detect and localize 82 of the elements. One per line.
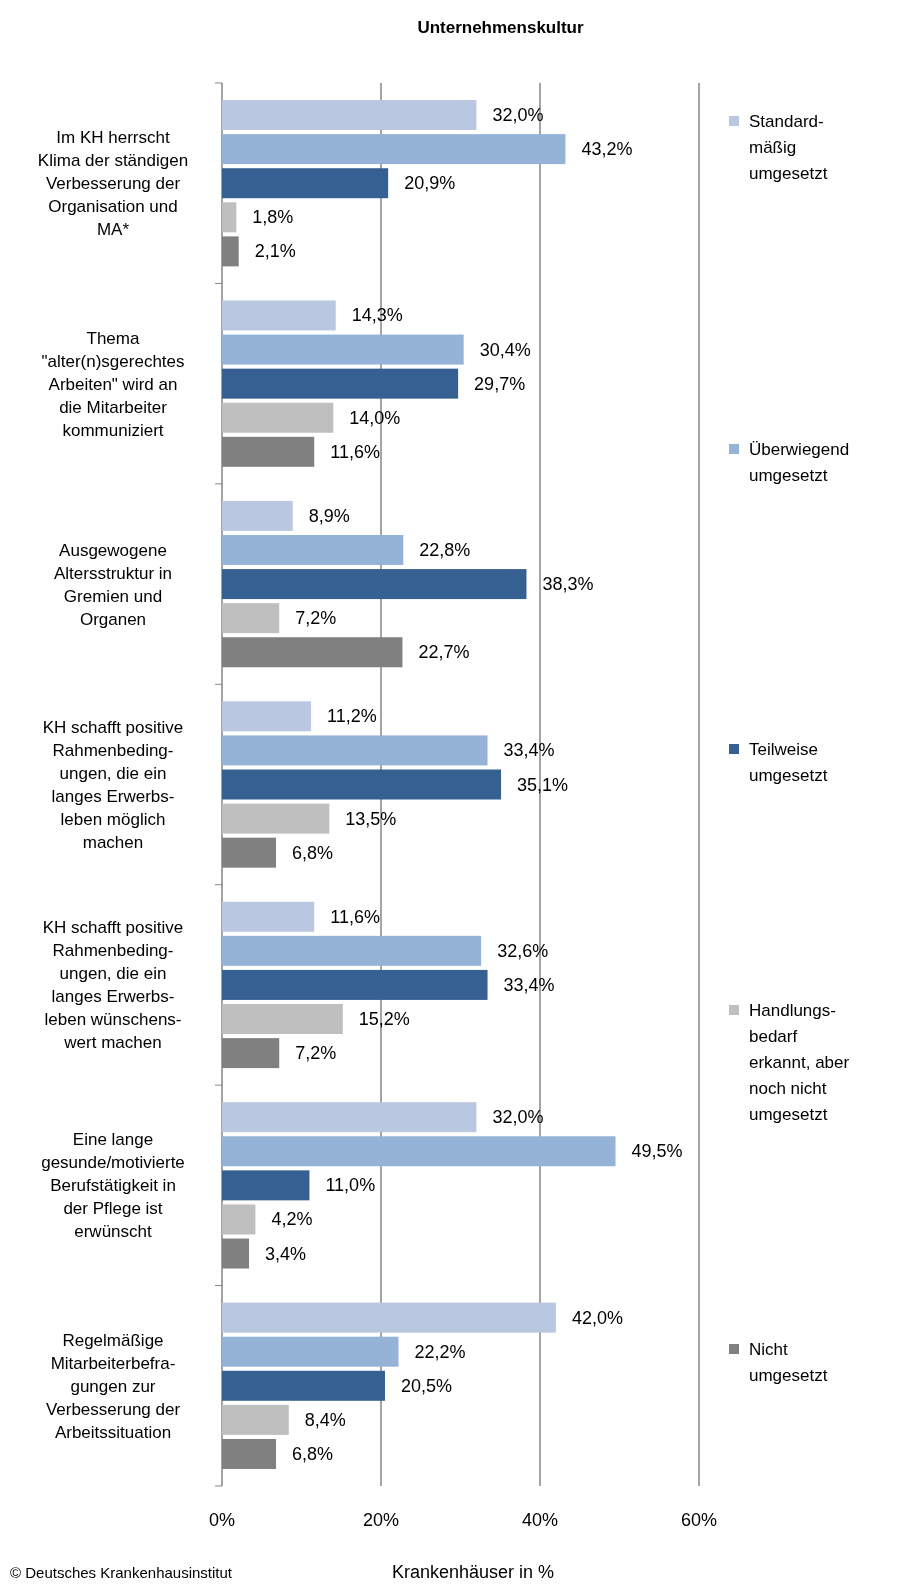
data-label: 14,0% — [349, 407, 401, 428]
y-tick-label: KH schafft positive Rahmenbeding- ungen, die ein langes Erwerbs- leben möglich machen — [42, 718, 184, 852]
data-label: 33,4% — [503, 974, 555, 995]
y-tick-label: Eine lange gesunde/motivierte Berufstätigkeit in der Pflege ist erwünscht — [41, 1130, 185, 1242]
data-label: 20,5% — [400, 1375, 453, 1396]
bar — [222, 1136, 616, 1167]
legend-label: Überwiegend umgesetzt — [749, 440, 850, 485]
data-label: 8,9% — [308, 505, 350, 526]
bar — [222, 1404, 289, 1435]
bar — [222, 603, 280, 634]
bar — [222, 300, 336, 331]
data-label: 11,0% — [325, 1175, 376, 1196]
bar — [222, 1302, 556, 1333]
data-label: 11,2% — [327, 706, 377, 727]
data-label: 49,5% — [631, 1141, 683, 1162]
bar — [222, 168, 389, 199]
data-label: 22,8% — [419, 539, 471, 560]
bar — [222, 1370, 385, 1401]
x-tick-label: 20% — [362, 1510, 400, 1530]
data-label: 14,3% — [351, 305, 403, 326]
legend-label: Handlungs- bedarf erkannt, aber noch nicht umgesetzt — [749, 1001, 850, 1124]
x-tick-label: 60% — [680, 1510, 718, 1530]
bar — [222, 969, 488, 1000]
y-tick-label: Regelmäßige Mitarbeiterbefra- gungen zur Verbesserung der Arbeitssituation — [45, 1330, 181, 1442]
x-axis-title: Krankenhäuser in % — [391, 1562, 555, 1582]
bar — [222, 1004, 343, 1035]
data-label: 20,9% — [404, 173, 456, 194]
bar — [222, 569, 527, 600]
bar — [222, 368, 459, 399]
y-tick-label: Thema "alter(n)sgerechtes Arbeiten" wird an die Mitarbeiter kommuniziert — [41, 328, 185, 440]
data-label: 7,2% — [295, 1043, 337, 1064]
chart-title: Unternehmenskultur — [417, 18, 585, 37]
data-label: 6,8% — [292, 842, 334, 863]
bar — [222, 100, 477, 131]
bar — [222, 1336, 399, 1367]
y-tick-label: KH schafft positive Rahmenbeding- ungen, die ein langes Erwerbs- leben wünschens- wert machen — [42, 918, 184, 1053]
bar — [222, 134, 566, 165]
bar — [222, 500, 293, 531]
data-label: 43,2% — [581, 139, 633, 160]
bar — [222, 935, 482, 966]
bar — [222, 1170, 310, 1201]
data-label: 11,6% — [330, 441, 380, 462]
bar — [222, 1102, 477, 1133]
legend-label: Standard- mäßig umgesetzt — [749, 112, 828, 183]
data-label: 4,2% — [271, 1209, 313, 1230]
data-label: 6,8% — [292, 1443, 334, 1464]
data-label: 33,4% — [503, 740, 555, 761]
bar — [222, 701, 312, 732]
y-tick-label: Ausgewogene Altersstruktur in Gremien und Organen — [53, 540, 173, 629]
data-label: 38,3% — [542, 574, 594, 595]
data-label: 3,4% — [265, 1243, 307, 1264]
bar — [222, 803, 330, 834]
bar — [222, 735, 488, 766]
data-label: 35,1% — [517, 774, 569, 795]
bar — [222, 202, 237, 233]
data-label: 7,2% — [295, 608, 337, 629]
legend-label: Teilweise umgesetzt — [749, 740, 828, 785]
y-tick-label: Im KH herrscht Klima der ständigen Verbesserung der Organisation und MA* — [37, 128, 189, 240]
data-label: 2,1% — [254, 241, 296, 262]
data-label: 32,0% — [492, 1107, 544, 1128]
bar — [222, 769, 502, 800]
data-label: 15,2% — [358, 1009, 410, 1030]
x-tick-label: 40% — [521, 1510, 559, 1530]
data-label: 42,0% — [571, 1307, 623, 1328]
data-label: 29,7% — [474, 373, 526, 394]
legend-label: Nicht umgesetzt — [749, 1340, 828, 1385]
x-tick-label: 0% — [208, 1510, 236, 1530]
bar — [222, 901, 315, 932]
data-label: 11,6% — [330, 906, 380, 927]
data-label: 22,7% — [418, 642, 470, 663]
data-label: 30,4% — [479, 339, 531, 360]
data-label: 32,6% — [497, 940, 549, 961]
data-label: 1,8% — [252, 207, 294, 228]
data-label: 32,0% — [492, 105, 544, 126]
bar — [222, 334, 464, 365]
text: © Deutsches Krankenhausinstitut — [10, 1564, 233, 1581]
data-label: 13,5% — [345, 808, 397, 829]
bar — [222, 1204, 256, 1235]
data-label: 8,4% — [304, 1409, 346, 1430]
bar — [222, 534, 404, 565]
data-label: 22,2% — [414, 1341, 466, 1362]
bar — [222, 402, 334, 433]
